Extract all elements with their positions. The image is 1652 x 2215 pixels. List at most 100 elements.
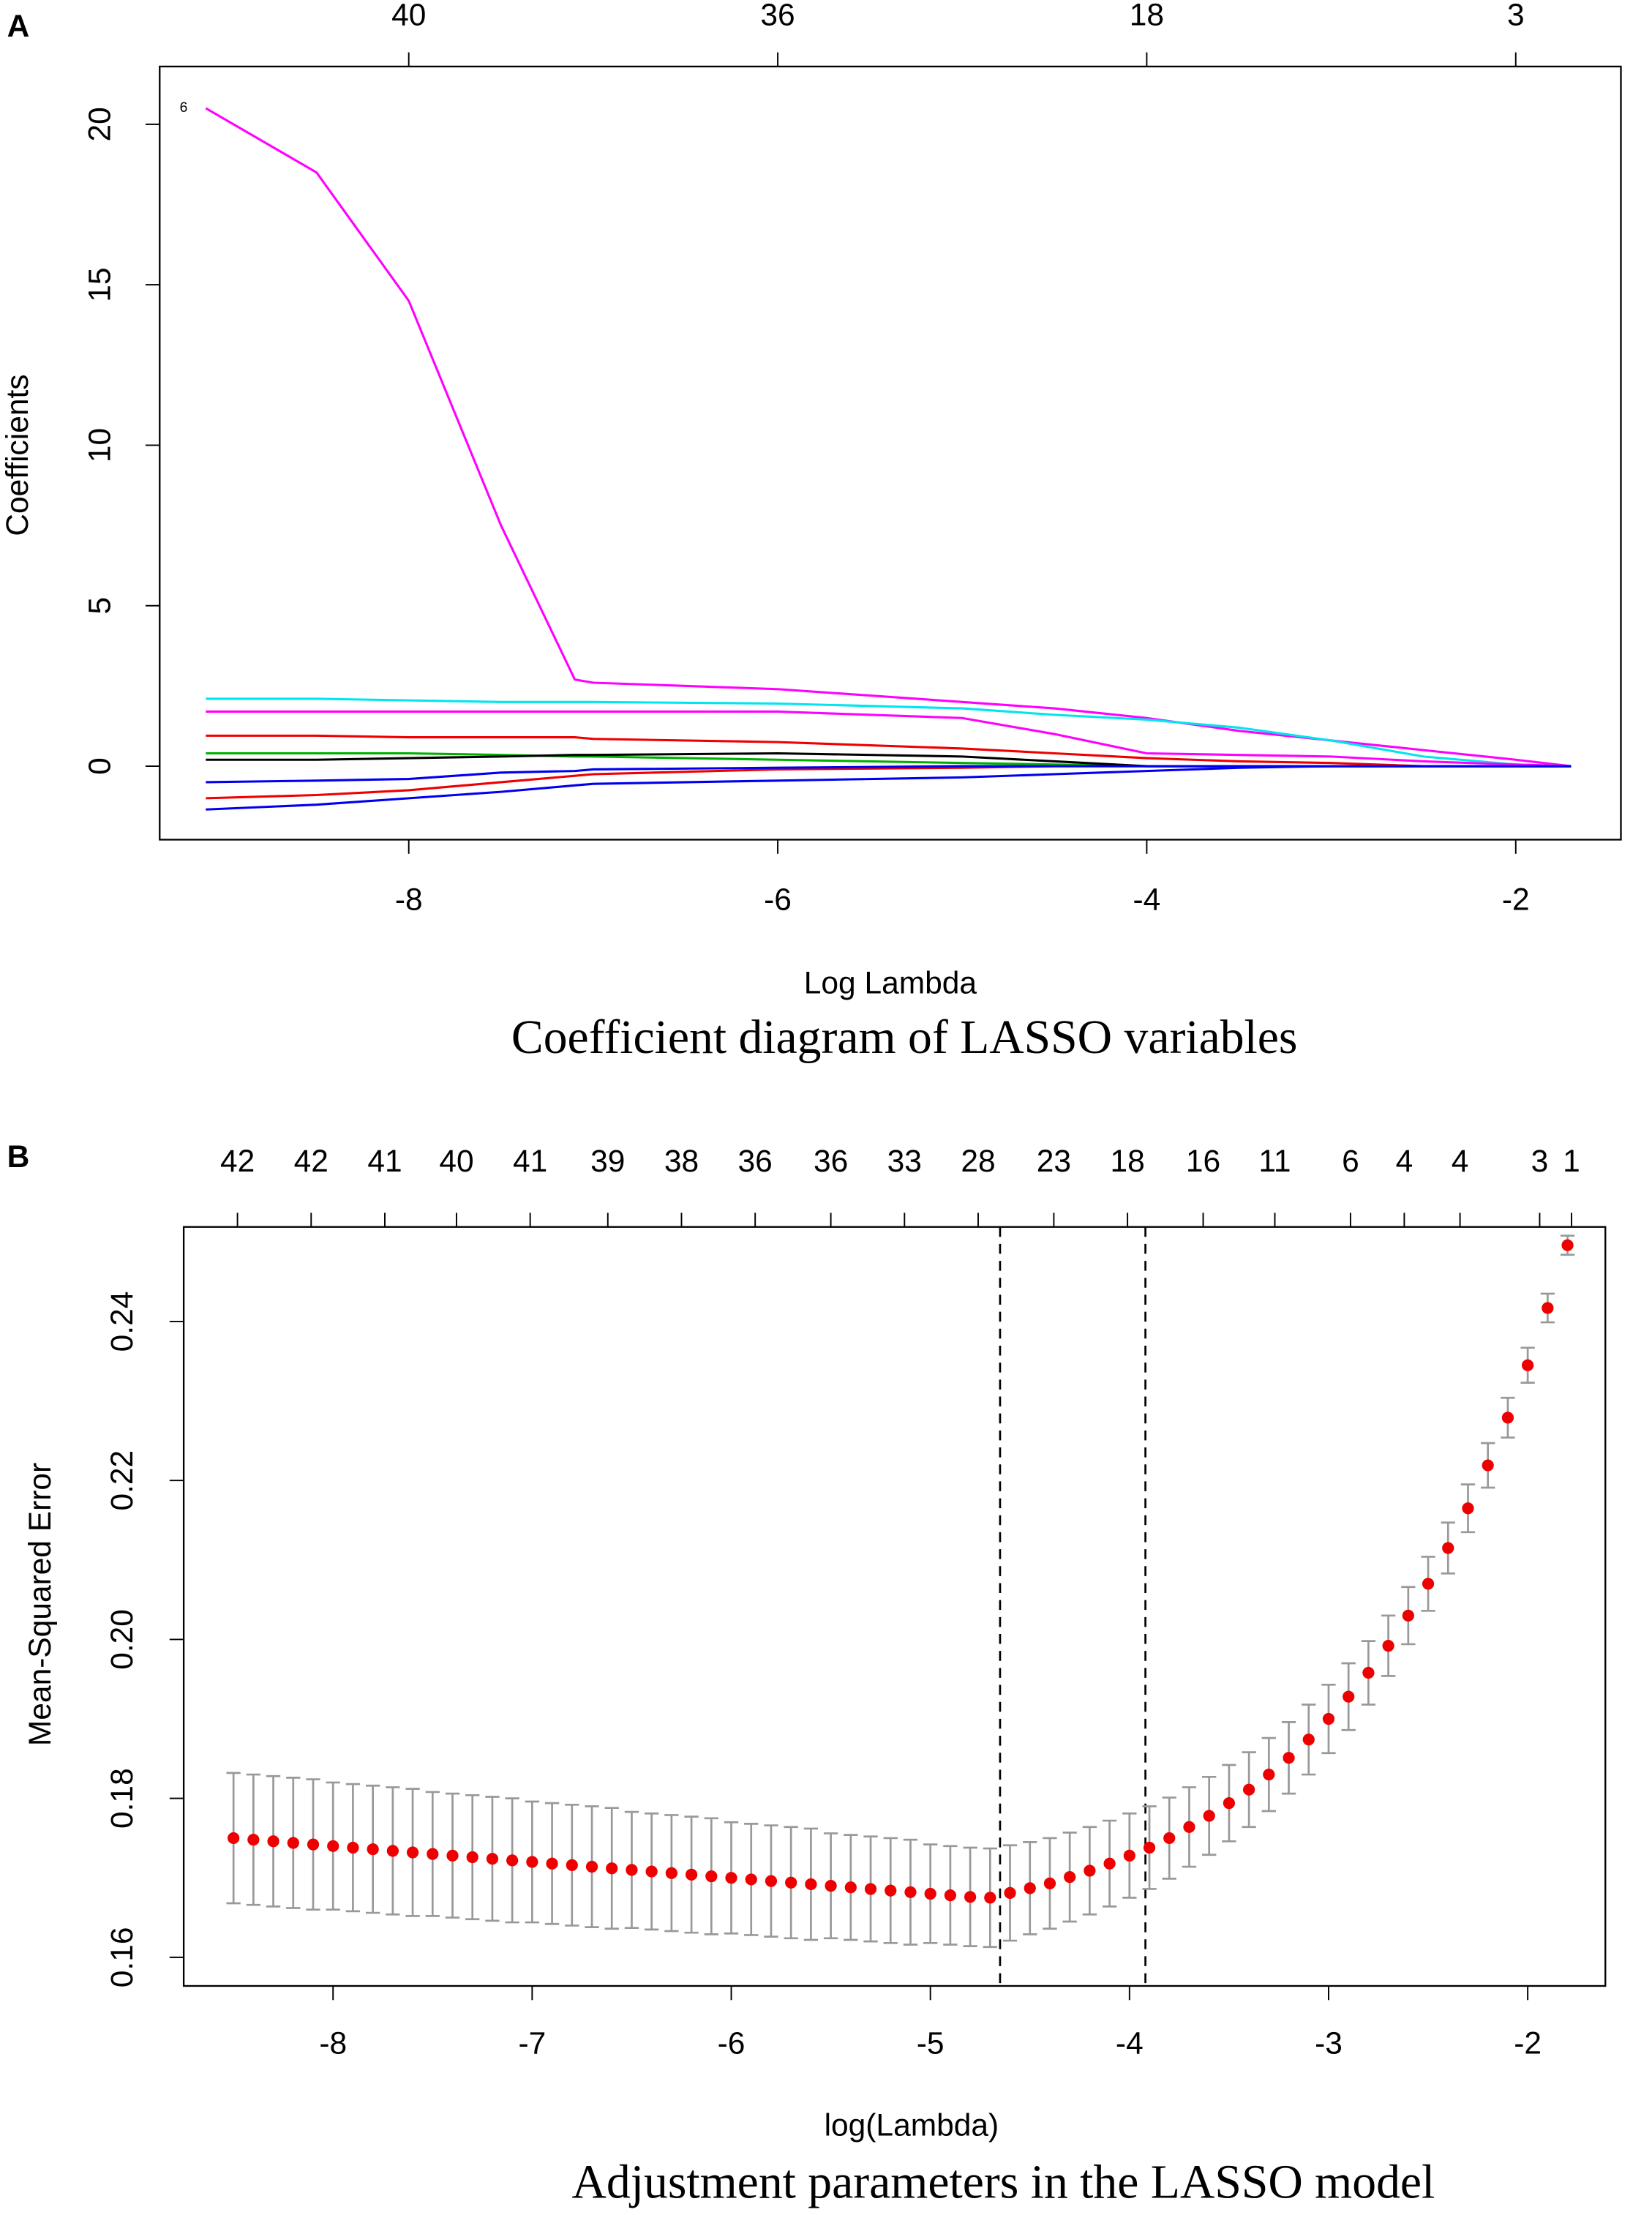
point [944, 1889, 956, 1902]
x-tick-label: -7 [518, 2026, 546, 2061]
x-tick-label: -4 [1133, 883, 1161, 918]
point [427, 1848, 439, 1860]
point [1064, 1871, 1076, 1884]
point [1522, 1359, 1534, 1371]
point [1402, 1609, 1414, 1622]
point [247, 1834, 260, 1846]
top-tick-label: 39 [590, 1144, 625, 1179]
point [228, 1832, 240, 1845]
point [546, 1857, 558, 1870]
top-tick-label: 11 [1258, 1144, 1291, 1179]
point [1004, 1886, 1016, 1900]
plot-frame [159, 65, 1622, 841]
x-tick-label: -4 [1116, 2026, 1144, 2061]
point [585, 1860, 598, 1873]
point [486, 1853, 499, 1865]
point [626, 1864, 638, 1876]
point [665, 1867, 677, 1879]
point [1382, 1639, 1394, 1652]
point [904, 1886, 917, 1898]
top-tick-label: 33 [887, 1144, 922, 1179]
top-tick-label: 23 [1037, 1144, 1071, 1179]
point [1362, 1666, 1375, 1679]
point [825, 1880, 837, 1892]
x-tick-label: -2 [1502, 883, 1530, 918]
point [745, 1873, 757, 1886]
point [1024, 1882, 1036, 1894]
annotation: 6 [180, 100, 188, 116]
point [1302, 1734, 1315, 1746]
top-tick-label: 36 [814, 1144, 848, 1179]
point [964, 1891, 977, 1903]
point [406, 1846, 419, 1859]
top-tick-label: 36 [760, 0, 795, 33]
top-tick-label: 42 [294, 1144, 328, 1179]
point [267, 1835, 279, 1848]
top-tick-label: 4 [1396, 1144, 1413, 1179]
panel-label: A [7, 10, 30, 44]
point [1422, 1578, 1435, 1590]
coefficient-path [206, 765, 1572, 784]
point [1143, 1841, 1156, 1854]
point [844, 1881, 857, 1894]
point [1242, 1783, 1255, 1796]
top-tick-label: 1 [1563, 1144, 1580, 1179]
x-axis-label: log(Lambda) [825, 2108, 999, 2143]
point [347, 1841, 359, 1854]
point [725, 1872, 737, 1884]
point [864, 1883, 877, 1895]
y-tick-label: 0.18 [105, 1768, 140, 1829]
point [1084, 1864, 1096, 1877]
top-tick-label: 18 [1110, 1144, 1144, 1179]
plot-frame [182, 1226, 1607, 1987]
y-axis-label: Coefficients [1, 374, 35, 536]
point [1343, 1690, 1355, 1703]
point [765, 1875, 778, 1887]
point [1203, 1810, 1215, 1822]
point [1501, 1412, 1514, 1424]
caption: Coefficient diagram of LASSO variables [511, 1011, 1298, 1064]
point [1561, 1239, 1574, 1251]
x-tick-label: -6 [718, 2026, 746, 2061]
point [685, 1868, 698, 1881]
point [785, 1876, 797, 1889]
top-tick-label: 3 [1507, 0, 1525, 33]
x-tick-label: -8 [319, 2026, 347, 2061]
point [367, 1843, 379, 1856]
top-tick-label: 6 [1342, 1144, 1359, 1179]
point [1103, 1857, 1116, 1870]
y-tick-label: 0.20 [105, 1609, 140, 1670]
y-tick-label: 0.16 [105, 1927, 140, 1988]
top-tick-label: 38 [664, 1144, 699, 1179]
y-tick-label: 0.22 [105, 1450, 140, 1511]
coefficient-path [205, 107, 1572, 768]
point [566, 1859, 578, 1871]
point [1442, 1542, 1454, 1554]
point [885, 1884, 897, 1897]
point [446, 1849, 459, 1862]
coefficient-path [206, 710, 1572, 768]
point [466, 1851, 478, 1864]
top-tick-label: 4 [1452, 1144, 1469, 1179]
x-tick-label: -5 [917, 2026, 945, 2061]
point [606, 1862, 618, 1875]
x-tick-label: -8 [395, 883, 423, 918]
panel-label: B [7, 1140, 30, 1174]
point [1223, 1797, 1236, 1810]
point [327, 1840, 339, 1852]
top-tick-label: 28 [961, 1144, 995, 1179]
point [1183, 1821, 1195, 1833]
top-tick-label: 42 [220, 1144, 255, 1179]
caption: Adjustment parameters in the LASSO model [572, 2155, 1435, 2208]
y-tick-label: 0 [83, 757, 117, 775]
top-tick-label: 41 [513, 1144, 547, 1179]
point [705, 1870, 718, 1883]
point [1482, 1459, 1494, 1472]
point [287, 1837, 299, 1849]
top-tick-label: 36 [738, 1144, 773, 1179]
point [1123, 1849, 1135, 1862]
top-tick-label: 16 [1186, 1144, 1220, 1179]
x-tick-label: -3 [1315, 2026, 1343, 2061]
y-tick-label: 15 [83, 268, 117, 302]
